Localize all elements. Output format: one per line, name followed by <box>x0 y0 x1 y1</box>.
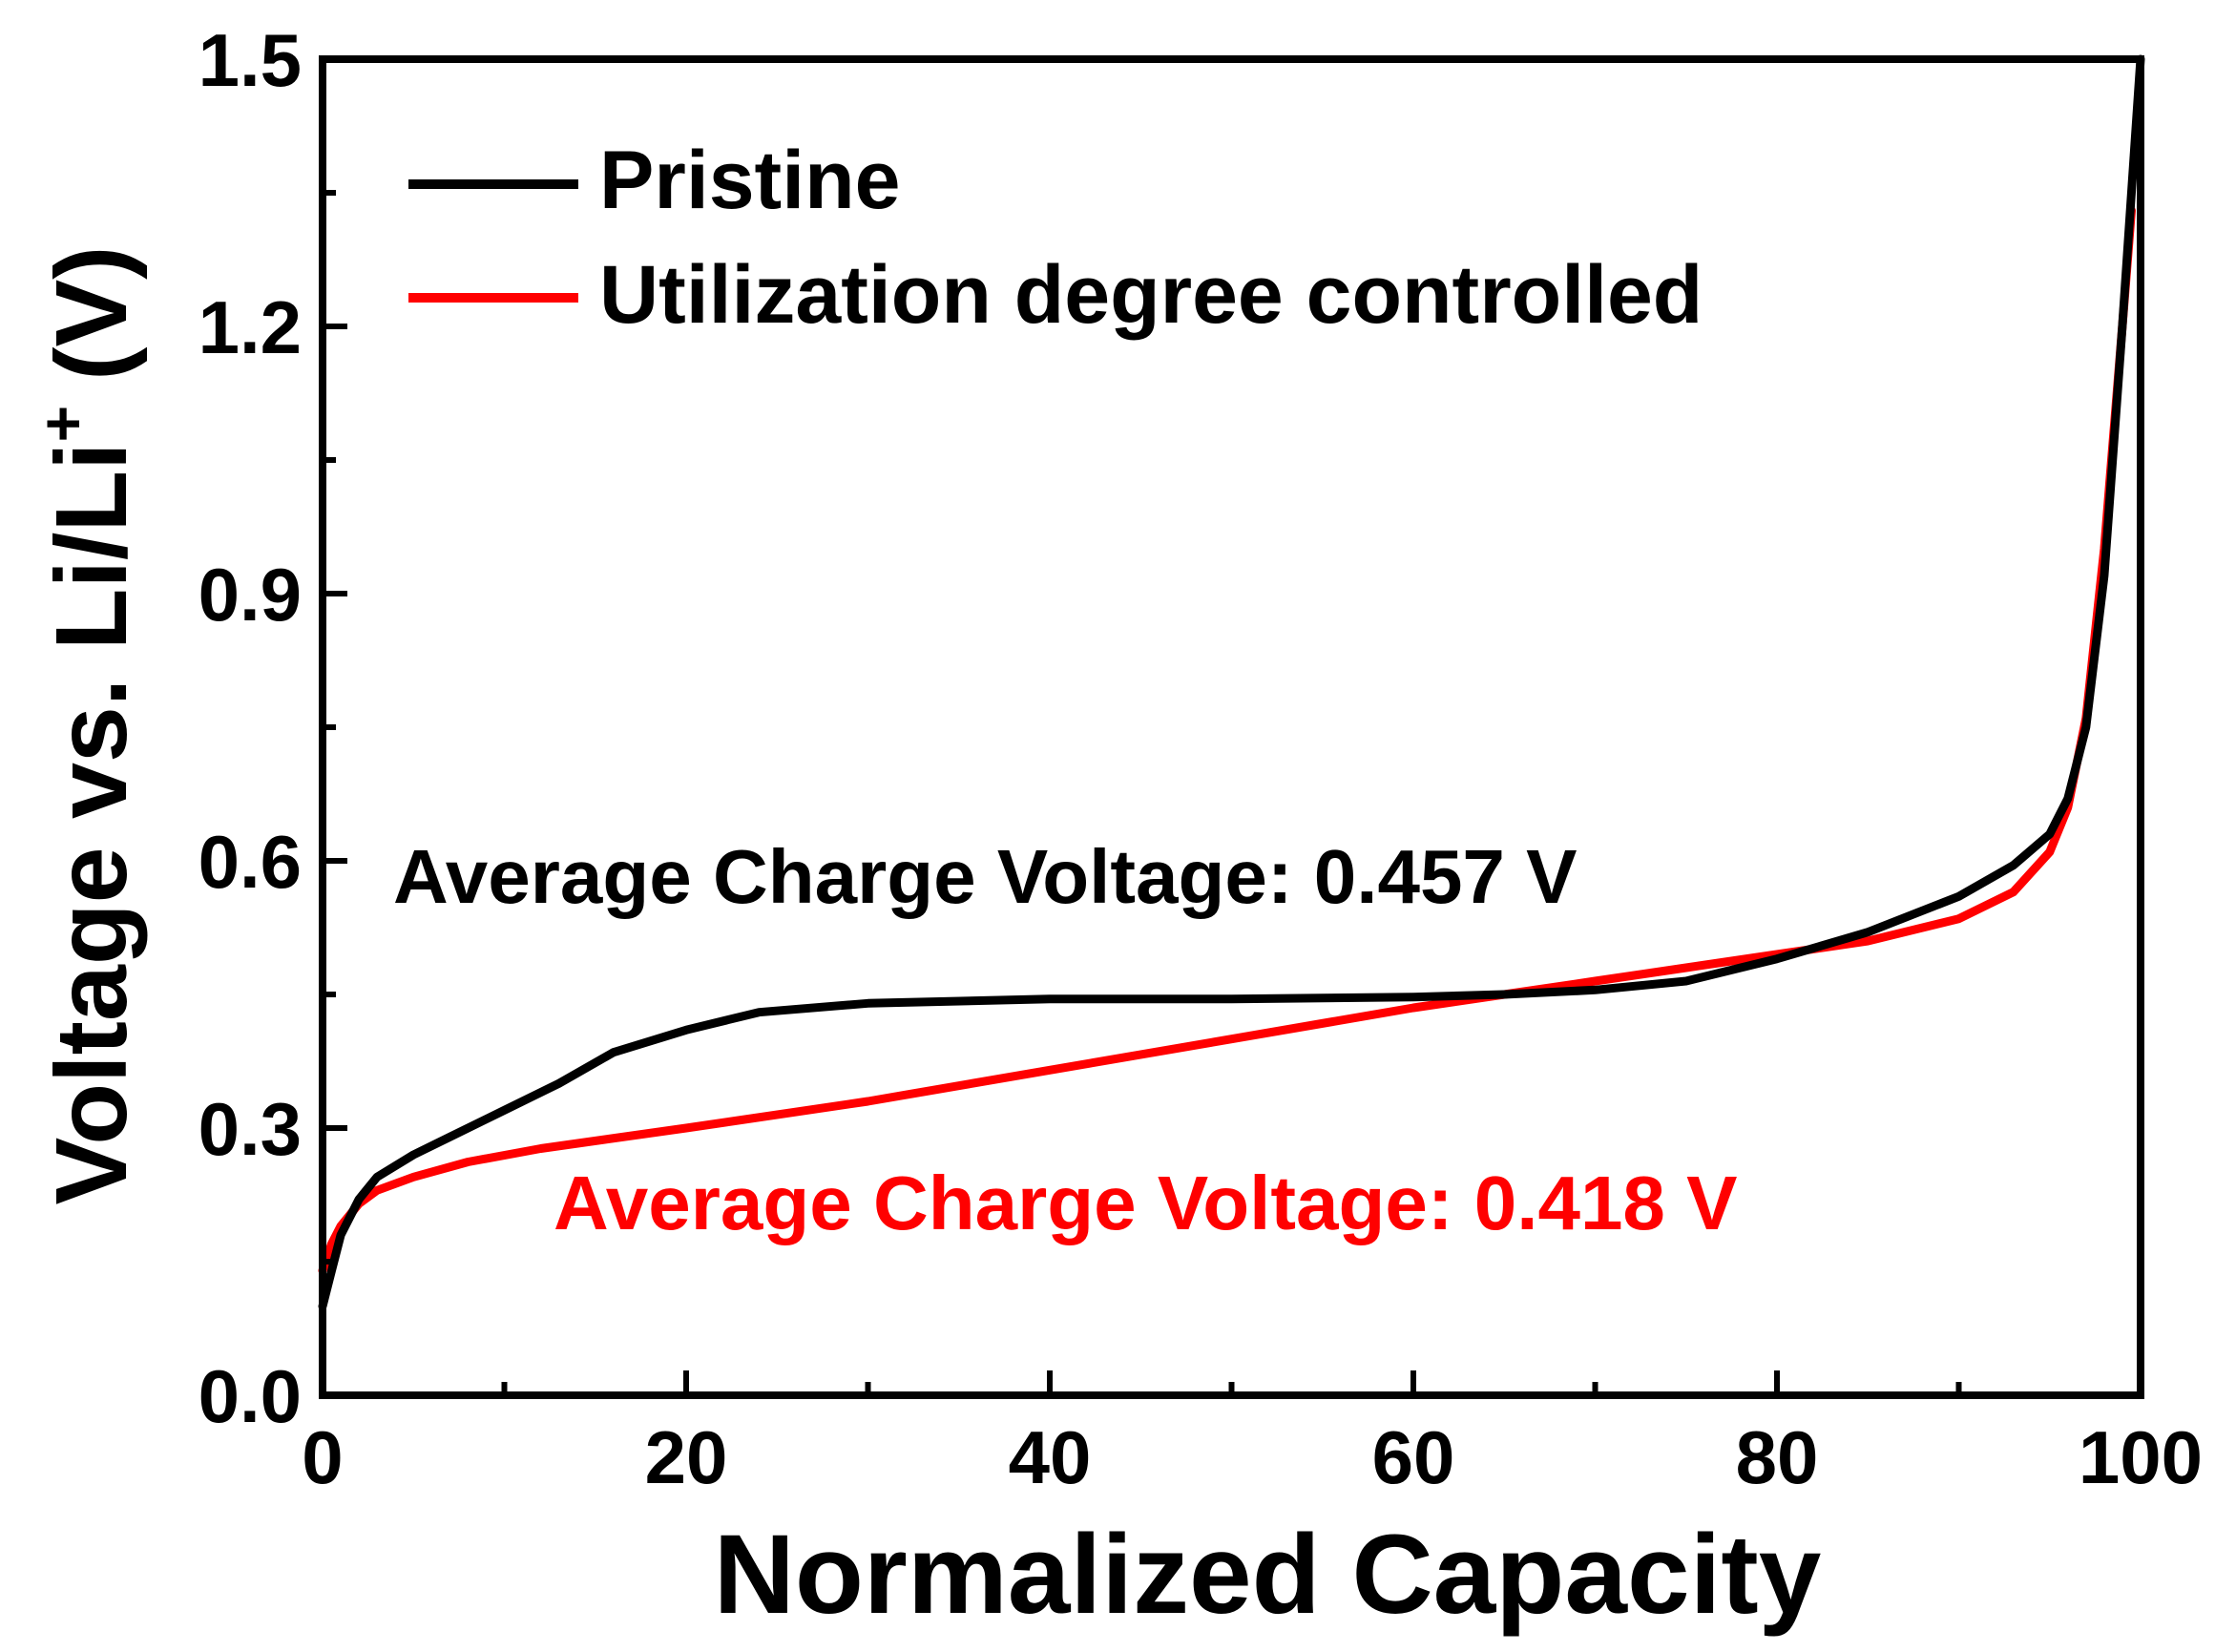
x-tick-label: 20 <box>645 1415 728 1499</box>
y-tick-label: 0.9 <box>199 553 302 637</box>
y-tick-label: 1.2 <box>199 285 302 369</box>
legend-label-pristine: Pristine <box>599 135 900 226</box>
y-tick-label: 0.6 <box>199 820 302 904</box>
y-axis-title-superscript: + <box>27 406 97 443</box>
y-tick-label: 0.0 <box>199 1354 302 1438</box>
y-axis-title-unit: (V) <box>35 246 148 381</box>
x-tick-label: 80 <box>1736 1415 1819 1499</box>
annotation-controlled-average: Average Charge Voltage: 0.418 V <box>554 1161 1738 1245</box>
y-tick-label: 1.5 <box>199 18 302 102</box>
x-tick-label: 40 <box>1009 1415 1092 1499</box>
series-layer <box>318 54 2145 1311</box>
x-tick-label: 60 <box>1372 1415 1455 1499</box>
y-axis-title: Voltage vs. Li/Li+ (V) <box>27 246 148 1205</box>
x-tick-label: 100 <box>2079 1415 2203 1499</box>
legend: Pristine Utilization degree controlled <box>408 135 1703 341</box>
x-tick-label: 0 <box>302 1415 343 1499</box>
annotation-pristine-average: Average Charge Voltage: 0.457 V <box>393 834 1578 919</box>
y-axis-title-main: Voltage vs. Li/Li <box>35 442 148 1204</box>
y-tick-label: 0.3 <box>199 1087 302 1171</box>
x-axis-title: Normalized Capacity <box>714 1512 1822 1638</box>
series-line-utilization-controlled <box>318 206 2136 1275</box>
legend-label-utilization: Utilization degree controlled <box>599 249 1703 341</box>
ticks-layer: 0 20 40 60 80 100 0.0 0.3 0.6 0.9 1.2 1.5 <box>199 18 2204 1499</box>
series-line-pristine <box>318 54 2145 1311</box>
